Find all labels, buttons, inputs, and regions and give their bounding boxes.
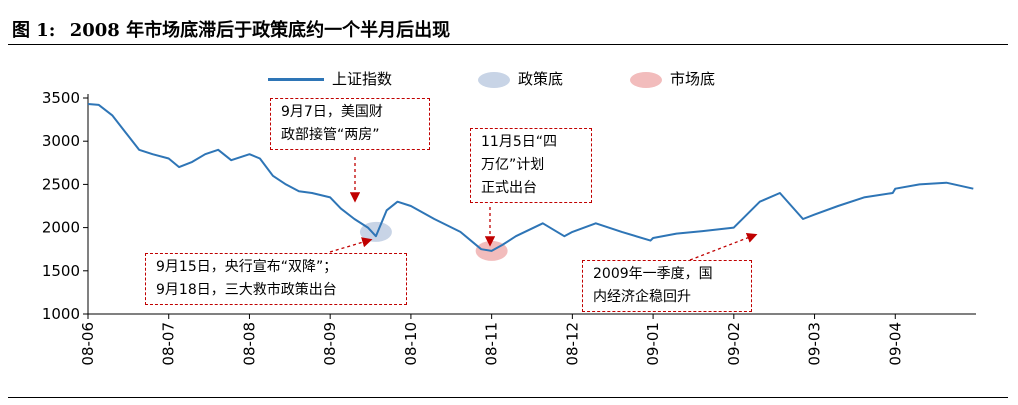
- x-tick-label: 09-01: [644, 322, 662, 366]
- annotation-line: 万亿”计划: [481, 157, 545, 173]
- legend-item-line: 上证指数: [268, 68, 392, 89]
- figure-label: 图 1:: [12, 20, 56, 41]
- annotation-line: 内经济企稳回升: [593, 289, 691, 305]
- legend-policy-swatch: [478, 71, 510, 88]
- x-tick-label: 08-08: [240, 322, 258, 366]
- y-tick-label: 2500: [42, 175, 80, 193]
- bottom-divider: [8, 397, 1008, 398]
- x-tick-label: 08-12: [563, 322, 581, 366]
- chart-title: 图 1: 2008 年市场底滞后于政策底约一个半月后出现: [12, 16, 450, 42]
- y-tick-label: 3000: [42, 132, 80, 150]
- annotation-us-treasury: 9月7日，美国财 政部接管“两房”: [270, 98, 430, 150]
- annotation-four-trillion: 11月5日“四 万亿”计划 正式出台: [470, 128, 592, 203]
- legend-line-swatch: [268, 78, 324, 81]
- y-tick-label: 1500: [42, 262, 80, 280]
- annotation-line: 正式出台: [481, 180, 537, 196]
- x-tick-label: 08-11: [483, 322, 501, 366]
- x-tick-label: 09-04: [886, 322, 904, 366]
- annotation-line: 9月18日，三大救市政策出台: [156, 282, 337, 298]
- arrow-rate-cuts: [329, 237, 373, 253]
- annotation-rate-cuts: 9月15日，央行宣布“双降”； 9月18日，三大救市政策出台: [145, 253, 407, 305]
- legend-label-market: 市场底: [670, 70, 716, 88]
- legend-label-policy: 政策底: [518, 70, 564, 88]
- annotation-line: 2009年一季度，国: [593, 266, 713, 282]
- index-series-line: [87, 103, 974, 252]
- legend-item-policy: 政策底: [478, 68, 563, 89]
- annotation-line: 9月7日，美国财: [281, 104, 383, 120]
- legend-item-market: 市场底: [630, 68, 715, 89]
- annotation-economy-recovery: 2009年一季度，国 内经济企稳回升: [582, 260, 752, 312]
- annotation-line: 9月15日，央行宣布“双降”；: [156, 259, 338, 275]
- x-tick-label: 08-10: [402, 322, 420, 366]
- x-tick-label: 08-09: [321, 322, 339, 366]
- annotation-line: 政部接管“两房”: [281, 127, 380, 143]
- legend-label-line: 上证指数: [332, 70, 393, 88]
- x-tick-label: 08-07: [160, 322, 178, 366]
- legend-market-swatch: [630, 71, 662, 88]
- x-tick-label: 09-03: [806, 322, 824, 366]
- x-tick-label: 08-06: [79, 322, 97, 366]
- arrow-economy-recovery: [689, 232, 758, 261]
- title-divider: [8, 44, 1008, 45]
- y-tick-label: 2000: [42, 219, 80, 237]
- y-tick-label: 3500: [42, 89, 80, 107]
- annotation-line: 11月5日“四: [481, 134, 557, 150]
- y-tick-label: 1000: [42, 305, 80, 323]
- x-tick-label: 09-02: [725, 322, 743, 366]
- figure-title-text: 2008 年市场底滞后于政策底约一个半月后出现: [69, 20, 451, 41]
